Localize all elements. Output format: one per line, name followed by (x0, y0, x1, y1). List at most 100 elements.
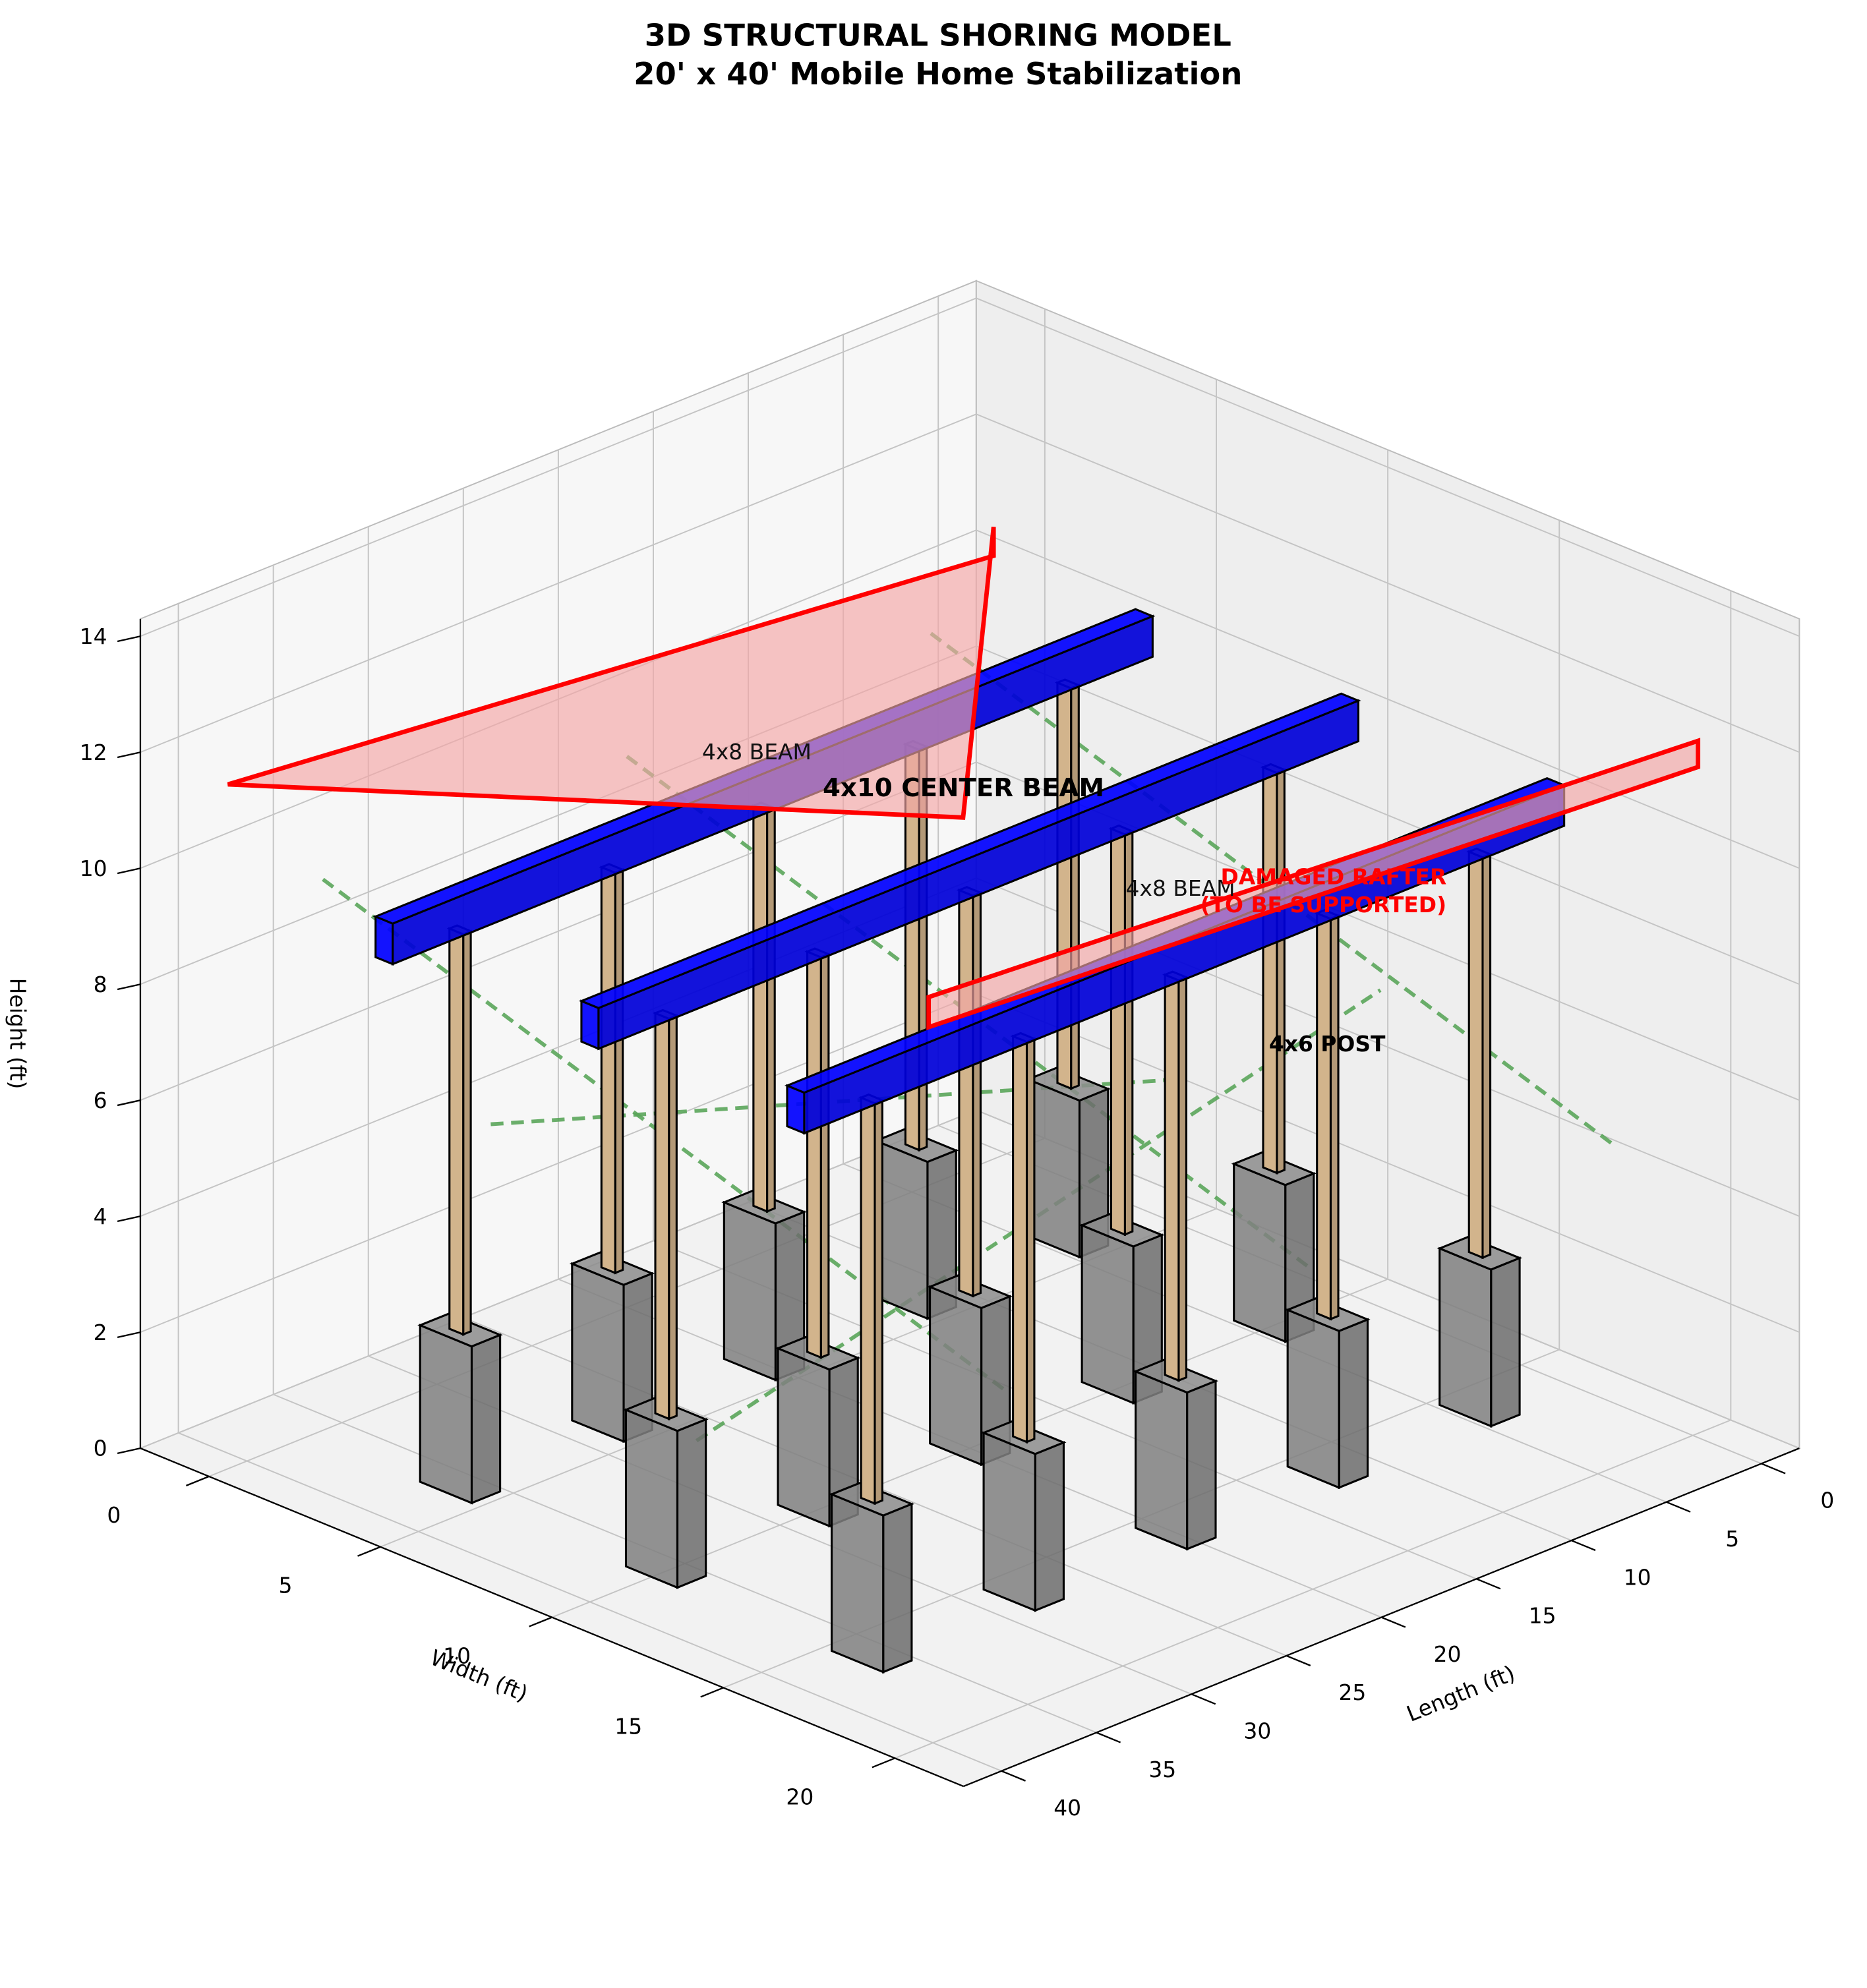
post-face (860, 1096, 876, 1506)
grid-line (140, 993, 977, 1333)
tick-mark (117, 983, 141, 991)
post-face (1481, 852, 1492, 1260)
footing-face (470, 1333, 502, 1505)
tick-mark (1286, 1654, 1311, 1666)
y-tick-label: 20 (786, 1784, 814, 1809)
footing-face (419, 1324, 473, 1505)
grid-line (976, 413, 1800, 753)
post-face (1110, 827, 1126, 1237)
post-face (614, 868, 624, 1275)
tick-mark (185, 1475, 210, 1486)
tick-mark (1666, 1501, 1691, 1513)
footing-face (777, 1347, 831, 1528)
footing-face (830, 1492, 885, 1674)
post-face (1316, 912, 1332, 1321)
post-face (766, 806, 776, 1213)
footing-face (723, 1200, 777, 1382)
x-tick-label: 10 (1624, 1564, 1651, 1590)
tick-mark (1001, 1770, 1026, 1782)
tick-mark (357, 1546, 381, 1557)
tick-mark (117, 1215, 141, 1223)
footing-face (1438, 1246, 1493, 1428)
annotation: 4x10 CENTER BEAM (823, 773, 1104, 803)
tick-mark (1191, 1693, 1216, 1705)
post-face (972, 891, 982, 1298)
post-face (1070, 684, 1080, 1090)
footing-face (1233, 1162, 1287, 1343)
post (1162, 970, 1189, 1382)
post-face (958, 889, 974, 1298)
post-face (819, 952, 830, 1359)
footing-face (1026, 1078, 1081, 1259)
post (1010, 1032, 1038, 1444)
footing (569, 1251, 655, 1444)
damaged-section (926, 738, 1701, 1031)
tick-mark (117, 1331, 141, 1339)
post (1260, 763, 1288, 1175)
x-axis-line (963, 1447, 1800, 1788)
x-tick-label: 20 (1434, 1641, 1462, 1667)
post-face (1012, 1034, 1028, 1444)
post (599, 863, 626, 1275)
tick-mark (117, 635, 141, 643)
post-face (1164, 973, 1180, 1382)
footing-face (624, 1408, 679, 1589)
grid-line (976, 529, 1800, 869)
footing (417, 1312, 503, 1505)
footing-face (982, 1431, 1036, 1612)
annotation: (TO BE SUPPORTED) (1200, 892, 1447, 918)
footing-face (1186, 1379, 1217, 1551)
post-face (668, 1014, 678, 1420)
tick-mark (529, 1616, 552, 1627)
chart-title: 3D STRUCTURAL SHORING MODEL (645, 18, 1231, 53)
post-face (806, 950, 822, 1359)
z-tick-label: 6 (94, 1088, 107, 1113)
z-tick-label: 12 (80, 740, 107, 765)
x-tick-label: 40 (1053, 1795, 1081, 1821)
grid-line (140, 761, 977, 1101)
annotation: DAMAGED RAFTER (1221, 864, 1447, 890)
tick-mark (1096, 1732, 1121, 1743)
post (1466, 847, 1493, 1260)
z-tick-label: 8 (94, 972, 107, 997)
y-axis-line (140, 1447, 964, 1788)
post (804, 947, 832, 1359)
footing (980, 1420, 1067, 1612)
footing-face (571, 1262, 625, 1444)
tick-mark (1476, 1578, 1501, 1590)
post (750, 801, 778, 1213)
chart-subtitle: 20' x 40' Mobile Home Stabilization (634, 56, 1242, 92)
tick-mark (1761, 1463, 1786, 1475)
footing (1079, 1212, 1165, 1405)
grid-line (140, 413, 977, 753)
footing (623, 1397, 709, 1589)
grid-line (140, 297, 977, 637)
footing-face (929, 1285, 983, 1467)
footing-face (1490, 1256, 1521, 1428)
footing-face (1135, 1370, 1189, 1551)
footing (1231, 1151, 1317, 1343)
footing-face (882, 1502, 913, 1674)
footing-face (1034, 1441, 1065, 1612)
z-tick-label: 0 (94, 1436, 107, 1461)
post-face (1467, 850, 1484, 1260)
post-face (448, 927, 465, 1336)
z-tick-label: 10 (80, 856, 107, 881)
tick-mark (872, 1757, 895, 1769)
beam-face (578, 692, 1361, 1009)
post-face (1025, 1037, 1036, 1444)
y-tick-label: 10 (443, 1643, 471, 1669)
beam-face (580, 999, 600, 1051)
x-tick-label: 0 (1820, 1488, 1834, 1513)
annotation: 4x8 BEAM (702, 739, 812, 765)
footing (1285, 1297, 1371, 1490)
z-tick-label: 4 (94, 1204, 107, 1229)
footing-face (1286, 1308, 1340, 1490)
footing-face (1338, 1318, 1369, 1490)
footing-face (875, 1139, 929, 1320)
post-face (1177, 976, 1188, 1382)
grid-line (895, 1419, 1731, 1759)
footing (1437, 1235, 1523, 1428)
post-face (1262, 765, 1278, 1175)
